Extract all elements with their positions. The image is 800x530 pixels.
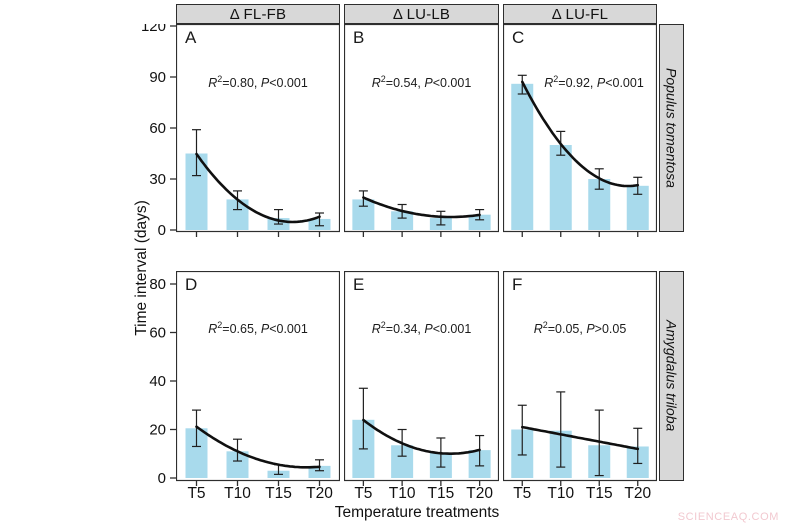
bar-T10	[549, 145, 572, 230]
panel-D: D R2=0.65, P<0.001	[176, 271, 340, 487]
bar-T15	[588, 179, 611, 230]
x-tick-label: T10	[388, 485, 416, 502]
bar-T20	[468, 214, 491, 230]
x-tick-label: T20	[306, 485, 333, 502]
panel-plot	[176, 24, 340, 237]
y-tick-label: 0	[158, 222, 166, 239]
x-tick-labels-col1: T5 T10 T15 T20	[176, 484, 340, 504]
panel-letter: D	[185, 275, 198, 294]
row-header-populus-tomentosa: Populus tomentosa	[659, 24, 684, 232]
error-bar-T10	[556, 391, 566, 468]
y-axis-bottom-row: 0 20 40 60 80	[128, 271, 176, 496]
x-tick-label: T10	[547, 485, 575, 502]
stats-annotation: R2=0.65, P<0.001	[208, 320, 308, 337]
x-tick-label: T10	[224, 485, 251, 502]
x-tick-label: T15	[427, 485, 455, 502]
column-header-lu-fl: Δ LU-FL	[503, 4, 657, 24]
panel-B: B R2=0.54, P<0.001	[344, 24, 499, 238]
x-tick-label: T15	[265, 485, 292, 502]
error-bar-T20	[315, 212, 324, 227]
trend-curve	[362, 418, 481, 455]
y-tick-label: 120	[141, 24, 166, 35]
x-tick-label: T20	[466, 485, 493, 502]
error-bar-T5	[517, 404, 527, 456]
stats-annotation: R2=0.05, P>0.05	[533, 320, 627, 337]
panel-plot	[344, 271, 499, 486]
panel-border	[503, 271, 657, 482]
panel-plot	[344, 24, 499, 237]
panel-letter: F	[512, 275, 523, 294]
stats-annotation: R2=0.34, P<0.001	[371, 320, 472, 337]
x-axis-title: Temperature treatments	[334, 504, 500, 521]
panel-border	[344, 271, 499, 482]
trend-curve	[520, 425, 640, 451]
panel-plot	[503, 271, 657, 486]
panel-border	[503, 24, 657, 233]
y-axis-svg: 0 20 40 60 80	[149, 276, 176, 487]
panel-border	[176, 24, 340, 233]
x-tick-label: T5	[354, 485, 373, 502]
y-tick-label: 90	[149, 69, 166, 86]
panel-A: A R2=0.80, P<0.001	[176, 24, 340, 238]
panel-letter: B	[353, 28, 365, 47]
stats-annotation: R2=0.80, P<0.001	[208, 74, 308, 91]
error-bar-T5	[358, 387, 368, 450]
stats-annotation: R2=0.92, P<0.001	[544, 74, 644, 91]
y-tick-label: 30	[149, 171, 166, 188]
panel-letter: C	[512, 28, 525, 47]
x-tick-labels-col2: T5 T10 T15 T20	[344, 484, 499, 504]
panel-letter: A	[185, 28, 197, 47]
panel-plot	[176, 271, 340, 486]
panel-E: E R2=0.34, P<0.001	[344, 271, 499, 487]
row-header-amygdalus-triloba: Amygdalus triloba	[659, 271, 684, 481]
y-tick-label: 60	[149, 120, 166, 137]
error-bar-T20	[633, 427, 643, 465]
panel-border	[344, 24, 499, 233]
panel-C: C R2=0.92, P<0.001	[503, 24, 657, 238]
error-bar-T5	[192, 129, 201, 177]
trend-curve	[195, 152, 321, 224]
y-tick-label: 20	[149, 422, 166, 439]
error-bar-T20	[315, 459, 324, 472]
trend-curve	[362, 196, 481, 219]
x-tick-label: T15	[585, 485, 613, 502]
stats-annotation: R2=0.54, P<0.001	[371, 74, 472, 91]
bar-T5	[352, 199, 375, 230]
y-tick-label: 40	[149, 373, 166, 390]
bar-T10	[391, 445, 414, 478]
trend-curve	[195, 425, 321, 469]
panel-border	[176, 271, 340, 482]
panel-letter: E	[353, 275, 365, 294]
bar-T5	[185, 153, 208, 230]
panel-F: F R2=0.05, P>0.05	[503, 271, 657, 487]
y-tick-label: 80	[149, 276, 166, 293]
error-bar-T15	[436, 210, 446, 226]
x-tick-label: T20	[624, 485, 652, 502]
column-header-lu-lb: Δ LU-LB	[344, 4, 499, 24]
y-tick-label: 0	[158, 470, 166, 487]
bar-T10	[391, 211, 414, 230]
y-tick-label: 60	[149, 325, 166, 342]
panel-plot	[503, 24, 657, 237]
watermark: SCIENCEAQ.COM	[677, 511, 779, 523]
bar-T20	[308, 465, 331, 478]
bar-T10	[226, 199, 249, 230]
trend-curve	[520, 80, 640, 188]
column-header-fl-fb: Δ FL-FB	[176, 4, 340, 24]
bar-T10	[226, 451, 249, 478]
y-axis-svg: 0 30 60 90 120	[141, 18, 176, 239]
bar-T5	[185, 428, 208, 478]
bar-T5	[511, 83, 534, 230]
y-axis-top-row: 0 30 60 90 120	[128, 18, 176, 247]
x-tick-label: T5	[187, 485, 206, 502]
x-tick-labels-col3: T5 T10 T15 T20	[503, 484, 657, 504]
x-tick-label: T5	[513, 485, 532, 502]
bar-T20	[626, 185, 649, 230]
